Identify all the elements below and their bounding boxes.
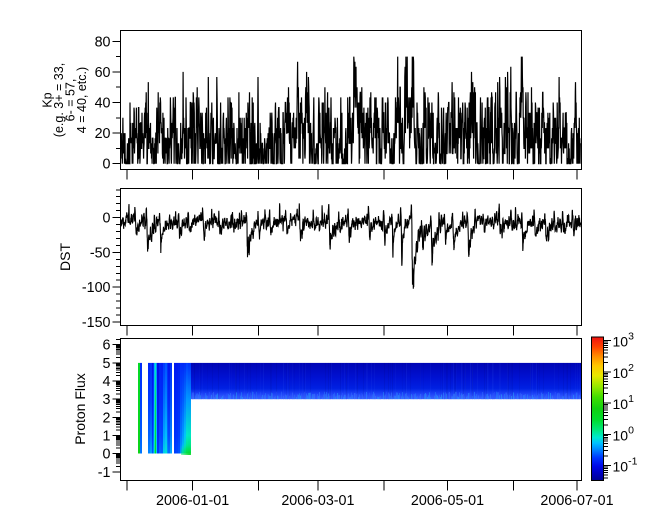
svg-text:40: 40: [95, 96, 111, 112]
svg-text:0: 0: [103, 157, 111, 173]
svg-text:Kp: Kp: [41, 92, 55, 107]
svg-text:2006-03-01: 2006-03-01: [281, 493, 354, 509]
svg-text:1: 1: [103, 429, 111, 445]
svg-text:2006-07-01: 2006-07-01: [540, 493, 613, 509]
svg-text:-1: -1: [98, 465, 111, 481]
svg-text:DST: DST: [57, 243, 73, 271]
svg-text:2006-05-01: 2006-05-01: [411, 493, 484, 509]
svg-text:(e.g. 3+ = 33,: (e.g. 3+ = 33,: [52, 63, 66, 137]
svg-text:6: 6: [103, 338, 111, 354]
svg-text:3: 3: [103, 392, 111, 408]
svg-text:Proton Flux: Proton Flux: [72, 373, 88, 445]
svg-text:4: 4: [103, 374, 111, 390]
svg-text:4 = 40, etc.): 4 = 40, etc.): [75, 67, 89, 133]
svg-text:80: 80: [95, 34, 111, 50]
svg-text:2: 2: [103, 410, 111, 426]
svg-text:2006-01-01: 2006-01-01: [156, 493, 229, 509]
svg-text:-100: -100: [82, 280, 111, 296]
svg-text:0: 0: [103, 447, 111, 463]
svg-text:6- = 57,: 6- = 57,: [64, 79, 78, 122]
svg-text:0: 0: [103, 211, 111, 227]
svg-text:20: 20: [95, 126, 111, 142]
svg-text:-50: -50: [90, 245, 111, 261]
svg-text:-150: -150: [82, 315, 111, 331]
svg-text:5: 5: [103, 356, 111, 372]
svg-text:60: 60: [95, 65, 111, 81]
